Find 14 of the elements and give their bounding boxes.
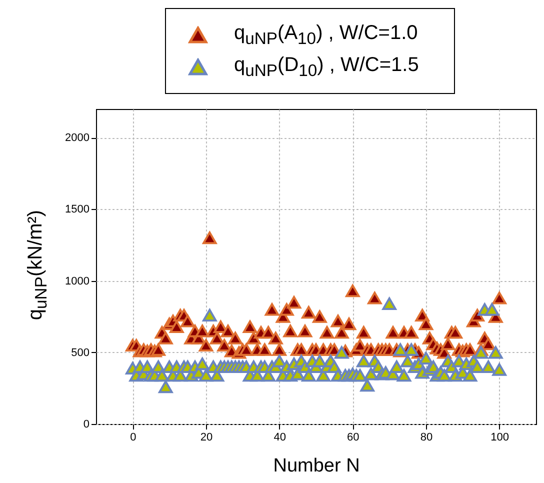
x-tick-label: 60 <box>347 432 360 444</box>
y-tick-label: 1500 <box>65 204 90 216</box>
x-tick-label: 100 <box>490 432 510 444</box>
legend-label: q$_{uNP}$(D$_{10}$) , W/C=1.5 <box>234 54 419 80</box>
x-axis-title: Number N <box>273 456 360 476</box>
x-tick-label: 20 <box>200 432 213 444</box>
y-tick-label: 2000 <box>65 132 90 144</box>
legend-label: q$_{uNP}$(A$_{10}$) , W/C=1.0 <box>234 22 418 48</box>
y-tick-label: 1000 <box>65 275 90 288</box>
x-tick-label: 40 <box>274 432 286 444</box>
y-tick-label: 500 <box>71 346 90 359</box>
x-tick-label: 0 <box>130 432 136 444</box>
x-tick-label: 80 <box>420 432 433 444</box>
y-tick-label: 0 <box>83 418 90 430</box>
